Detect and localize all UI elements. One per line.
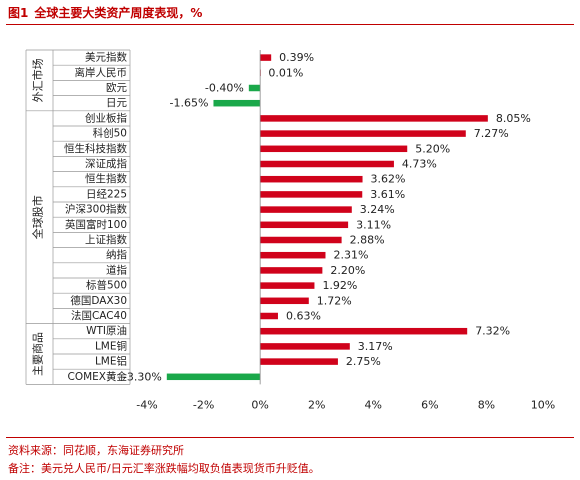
bar — [260, 206, 352, 213]
category-label: 深证成指 — [85, 157, 127, 170]
data-label: 2.31% — [333, 249, 368, 262]
x-tick-label: -4% — [136, 399, 157, 412]
bar — [260, 267, 323, 274]
bar — [260, 343, 350, 350]
x-tick-label: 6% — [421, 399, 438, 412]
data-label: 3.17% — [358, 340, 393, 353]
bar — [248, 84, 261, 92]
bar — [260, 236, 342, 244]
data-label: -1.65% — [170, 97, 209, 110]
data-label: 3.62% — [371, 173, 406, 186]
category-label: COMEX黄金 — [68, 370, 128, 383]
title-rule — [6, 24, 574, 25]
data-label: 0.39% — [279, 51, 314, 64]
data-label: 2.20% — [330, 264, 365, 277]
bar — [260, 115, 488, 122]
bar — [213, 99, 261, 107]
category-label: 德国DAX30 — [70, 294, 127, 307]
bar — [260, 282, 315, 289]
category-label: LME铝 — [95, 355, 127, 368]
x-tick-label: 2% — [308, 399, 325, 412]
data-label: 3.11% — [356, 218, 391, 231]
category-label: 道指 — [106, 263, 127, 276]
data-label: 1.72% — [317, 294, 352, 307]
bar — [260, 358, 338, 365]
footer-rule — [6, 437, 574, 438]
category-label: 日元 — [106, 97, 127, 109]
data-label: 7.27% — [474, 127, 509, 140]
data-label: -3.30% — [123, 370, 162, 383]
category-label: 创业板指 — [85, 111, 127, 124]
category-label: WTI原油 — [86, 324, 127, 337]
bar — [166, 373, 261, 381]
bar — [260, 54, 272, 61]
category-label: 科创50 — [93, 127, 127, 140]
figure-title: 图1 全球主要大类资产周度表现，% — [8, 4, 202, 21]
category-label: 英国富时100 — [65, 218, 127, 231]
data-label: 8.05% — [496, 112, 531, 125]
x-tick-label: 0% — [251, 399, 268, 412]
bar — [260, 130, 466, 137]
source-note: 资料来源：同花顺，东海证券研究所 — [8, 444, 184, 457]
x-tick-label: -2% — [193, 399, 214, 412]
category-label: 法国CAC40 — [71, 309, 127, 322]
x-tick-label: 4% — [365, 399, 382, 412]
figure-number: 图1 — [8, 6, 29, 20]
remark-note: 备注：美元兑人民币/日元汇率涨跌幅均取负值表现货币升贬值。 — [8, 462, 320, 475]
category-label: 标普500 — [86, 279, 127, 292]
bar — [260, 160, 394, 168]
bar — [260, 312, 278, 320]
category-label: 日经225 — [86, 187, 127, 200]
x-tick-label: 8% — [478, 399, 495, 412]
data-label: 7.32% — [475, 325, 510, 338]
bar — [260, 175, 363, 183]
bar — [260, 191, 363, 198]
figure-title-text: 全球主要大类资产周度表现，% — [34, 6, 203, 20]
category-label: 欧元 — [106, 82, 127, 94]
data-label: 2.88% — [350, 234, 385, 247]
category-label: 离岸人民币 — [75, 66, 128, 79]
data-label: 5.20% — [415, 142, 450, 155]
data-label: -0.40% — [205, 82, 244, 95]
bar — [260, 327, 468, 335]
data-label: 2.75% — [346, 355, 381, 368]
bar — [260, 221, 349, 229]
category-label: 纳指 — [106, 248, 127, 261]
data-label: 3.61% — [370, 188, 405, 201]
category-label: 上证指数 — [85, 233, 127, 246]
category-label: 美元指数 — [85, 51, 127, 64]
category-label: 恒生指数 — [85, 172, 127, 185]
category-label: 恒生科技指数 — [64, 142, 127, 155]
bar — [260, 145, 408, 153]
x-tick-label: 10% — [531, 399, 555, 412]
data-label: 0.01% — [268, 66, 303, 79]
data-label: 4.73% — [402, 158, 437, 171]
category-label: 沪深300指数 — [65, 203, 128, 216]
bar — [260, 297, 309, 305]
data-label: 1.92% — [322, 279, 357, 292]
data-label: 3.24% — [360, 203, 395, 216]
group-label: 外汇市场 — [31, 58, 45, 102]
group-label: 主要商品 — [31, 332, 45, 376]
data-label: 0.63% — [286, 310, 321, 323]
bar — [260, 251, 326, 259]
group-label: 全球股市 — [31, 195, 45, 239]
category-label: LME铜 — [95, 340, 127, 352]
